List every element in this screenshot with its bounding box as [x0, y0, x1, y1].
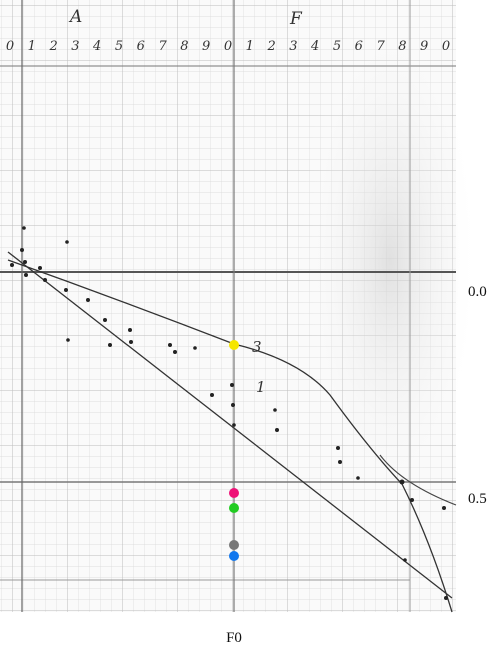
curve-label-3: 3 — [252, 338, 262, 356]
gray-dot — [229, 540, 239, 550]
top-scale-digit: 1 — [246, 39, 254, 54]
bottom-label: F0 — [226, 630, 242, 646]
top-scale-digit: 1 — [28, 39, 36, 54]
top-scale-digit: 0 — [442, 39, 450, 54]
top-scale-digit: 5 — [115, 39, 123, 54]
curve-3 — [7, 259, 453, 613]
blue-dot — [229, 551, 239, 561]
top-scale-digit: 9 — [420, 39, 428, 54]
top-scale-digit: 3 — [289, 39, 297, 54]
top-scale-digit: 8 — [180, 39, 188, 54]
top-scale-digit: 5 — [333, 39, 341, 54]
axis-label-a: A — [68, 7, 82, 27]
curve-label-1: 1 — [256, 378, 266, 396]
top-scale-digit: 7 — [376, 39, 385, 54]
curve-1 — [7, 251, 453, 599]
smudge — [300, 0, 480, 520]
top-scale-digit: 4 — [92, 39, 101, 54]
top-scale-digit: 2 — [266, 39, 275, 54]
top-scale-digit: 3 — [71, 39, 79, 54]
curve-extra — [379, 454, 457, 506]
top-scale-digit: 7 — [158, 39, 167, 54]
top-scale-digit: 9 — [202, 39, 210, 54]
top-scale-digit: 0 — [6, 39, 14, 54]
axis-label-f: F — [289, 9, 303, 29]
ink-dots — [10, 226, 448, 600]
top-scale-digit: 8 — [398, 39, 406, 54]
top-scale-digit: 0 — [224, 39, 232, 54]
right-label-top: 0.0 — [468, 284, 487, 300]
green-dot — [229, 503, 239, 513]
yellow-dot — [229, 340, 239, 350]
magenta-dot — [229, 488, 239, 498]
top-scale-digit: 6 — [137, 39, 145, 54]
right-label-bottom: 0.5 — [468, 491, 487, 507]
top-scale-digit: 4 — [310, 39, 319, 54]
top-scale-digit: 2 — [48, 39, 57, 54]
top-scale-digit: 6 — [355, 39, 363, 54]
